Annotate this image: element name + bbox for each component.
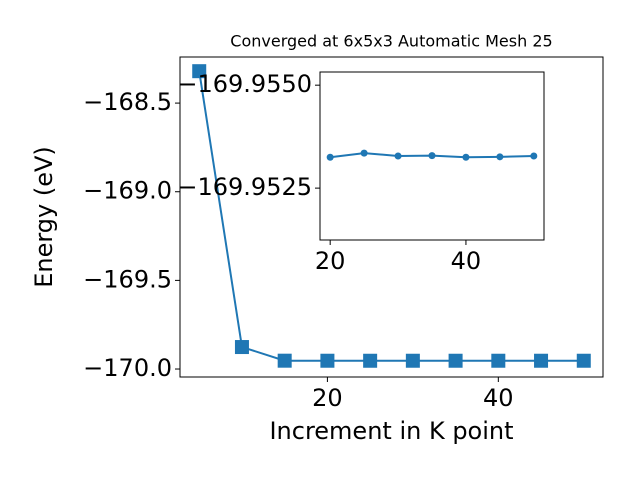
x-tick-label: 20 bbox=[315, 247, 346, 275]
marker bbox=[491, 353, 506, 368]
marker bbox=[534, 353, 549, 368]
y-tick-label: −169.0 bbox=[83, 177, 172, 205]
y-tick-label: −170.0 bbox=[83, 354, 172, 382]
marker bbox=[496, 153, 504, 161]
series-line bbox=[198, 71, 584, 362]
marker bbox=[192, 64, 207, 79]
marker bbox=[277, 353, 292, 368]
x-tick-label: 40 bbox=[451, 247, 482, 275]
marker bbox=[448, 353, 463, 368]
y-tick-label: −169.5 bbox=[83, 265, 172, 293]
y-tick-label: −168.5 bbox=[83, 88, 172, 116]
marker bbox=[360, 149, 368, 157]
y-tick-label: −169.9525 bbox=[177, 173, 312, 201]
marker bbox=[363, 353, 378, 368]
x-axis-label: Increment in K point bbox=[269, 417, 513, 445]
marker bbox=[320, 353, 335, 368]
marker bbox=[234, 340, 249, 355]
y-axis-label: Energy (eV) bbox=[30, 146, 58, 288]
marker bbox=[394, 152, 402, 160]
x-tick-label: 40 bbox=[483, 384, 514, 412]
marker bbox=[405, 353, 420, 368]
marker bbox=[530, 152, 538, 160]
x-tick-label: 20 bbox=[312, 384, 343, 412]
marker bbox=[326, 153, 334, 161]
marker bbox=[428, 152, 436, 160]
marker bbox=[576, 353, 591, 368]
marker bbox=[462, 153, 470, 161]
chart-title: Converged at 6x5x3 Automatic Mesh 25 bbox=[230, 32, 552, 51]
y-tick-label: −169.9550 bbox=[177, 70, 312, 98]
